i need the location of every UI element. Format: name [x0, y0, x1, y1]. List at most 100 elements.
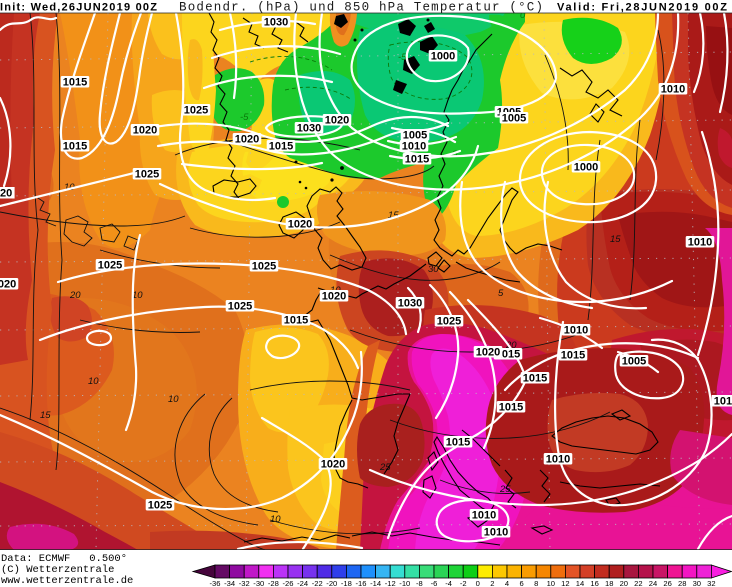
- svg-text:22: 22: [634, 579, 642, 587]
- svg-text:-32: -32: [239, 579, 250, 587]
- svg-text:1010: 1010: [714, 396, 732, 408]
- svg-text:1020: 1020: [235, 134, 259, 146]
- svg-text:30: 30: [428, 264, 439, 275]
- svg-text:1015: 1015: [523, 373, 547, 385]
- svg-text:10: 10: [132, 290, 143, 301]
- svg-text:18: 18: [605, 579, 613, 587]
- svg-text:1030: 1030: [264, 17, 288, 29]
- svg-text:0: 0: [520, 10, 526, 21]
- svg-text:1020: 1020: [288, 219, 312, 231]
- svg-text:1015: 1015: [405, 154, 429, 166]
- svg-text:-5: -5: [240, 112, 249, 123]
- svg-text:1025: 1025: [252, 261, 276, 273]
- svg-text:10: 10: [547, 579, 555, 587]
- svg-text:25: 25: [379, 462, 391, 473]
- svg-text:-26: -26: [283, 579, 294, 587]
- svg-text:-6: -6: [431, 579, 438, 587]
- svg-text:24: 24: [649, 579, 657, 587]
- svg-text:-10: -10: [399, 579, 410, 587]
- svg-text:1010: 1010: [484, 527, 508, 539]
- svg-text:28: 28: [678, 579, 686, 587]
- svg-text:1000: 1000: [431, 51, 455, 63]
- svg-text:1015: 1015: [269, 141, 293, 153]
- svg-text:-30: -30: [253, 579, 264, 587]
- svg-text:30: 30: [693, 579, 701, 587]
- svg-text:1020: 1020: [133, 125, 157, 137]
- svg-text:Bodendr. (hPa) und 850 hPa Tem: Bodendr. (hPa) und 850 hPa Temperatur (°…: [179, 1, 543, 15]
- svg-text:1010: 1010: [564, 325, 588, 337]
- svg-text:15: 15: [388, 210, 399, 221]
- svg-text:1025: 1025: [228, 301, 252, 313]
- svg-text:Data: ECMWF 0.500°: Data: ECMWF 0.500°: [1, 553, 127, 565]
- svg-text:1025: 1025: [148, 500, 172, 512]
- svg-text:32: 32: [707, 579, 715, 587]
- svg-text:-18: -18: [341, 579, 352, 587]
- svg-text:1030: 1030: [297, 123, 321, 135]
- svg-text:1015: 1015: [63, 77, 87, 89]
- svg-text:1025: 1025: [184, 105, 208, 117]
- svg-text:10: 10: [88, 376, 99, 387]
- svg-text:-34: -34: [224, 579, 235, 587]
- svg-text:1015: 1015: [63, 141, 87, 153]
- svg-text:(C) Wetterzentrale: (C) Wetterzentrale: [1, 564, 114, 576]
- svg-text:1020: 1020: [321, 459, 345, 471]
- svg-text:15: 15: [40, 410, 51, 421]
- svg-text:15: 15: [610, 234, 621, 245]
- svg-text:14: 14: [576, 579, 584, 587]
- svg-text:Init: Wed,26JUN2019 00Z: Init: Wed,26JUN2019 00Z: [0, 2, 157, 14]
- svg-text:12: 12: [561, 579, 569, 587]
- svg-text:1030: 1030: [398, 298, 422, 310]
- svg-text:-14: -14: [370, 579, 381, 587]
- svg-text:-22: -22: [312, 579, 323, 587]
- svg-text:1020: 1020: [0, 279, 16, 291]
- svg-text:1015: 1015: [446, 437, 470, 449]
- svg-text:-2: -2: [460, 579, 467, 587]
- svg-text:1005: 1005: [502, 113, 526, 125]
- svg-text:10: 10: [168, 394, 179, 405]
- svg-text:1015: 1015: [499, 402, 523, 414]
- svg-text:26: 26: [663, 579, 671, 587]
- svg-text:1005: 1005: [403, 130, 427, 142]
- svg-text:8: 8: [534, 579, 538, 587]
- svg-text:www.wetterzentrale.de: www.wetterzentrale.de: [1, 575, 133, 587]
- svg-text:1010: 1010: [402, 141, 426, 153]
- svg-text:1025: 1025: [98, 260, 122, 272]
- svg-text:1000: 1000: [574, 162, 598, 174]
- svg-text:10: 10: [270, 514, 281, 525]
- svg-text:-12: -12: [385, 579, 396, 587]
- svg-text:1010: 1010: [661, 84, 685, 96]
- svg-text:0: 0: [476, 579, 480, 587]
- svg-text:-36: -36: [210, 579, 221, 587]
- svg-text:1020: 1020: [325, 115, 349, 127]
- svg-text:Valid: Fri,28JUN2019 00Z: Valid: Fri,28JUN2019 00Z: [557, 2, 727, 14]
- svg-text:-28: -28: [268, 579, 279, 587]
- svg-text:2: 2: [490, 579, 494, 587]
- svg-text:-20: -20: [326, 579, 337, 587]
- svg-text:1010: 1010: [688, 237, 712, 249]
- svg-text:10: 10: [64, 182, 75, 193]
- svg-text:1015: 1015: [561, 350, 585, 362]
- svg-text:1015: 1015: [284, 315, 308, 327]
- svg-text:1020: 1020: [476, 347, 500, 359]
- svg-text:1020: 1020: [322, 291, 346, 303]
- svg-text:0: 0: [452, 149, 458, 160]
- svg-text:-4: -4: [445, 579, 452, 587]
- svg-text:16: 16: [590, 579, 598, 587]
- svg-text:5: 5: [498, 288, 504, 299]
- svg-text:-8: -8: [416, 579, 423, 587]
- svg-text:20: 20: [620, 579, 628, 587]
- svg-text:-16: -16: [356, 579, 367, 587]
- svg-text:25: 25: [499, 484, 511, 495]
- svg-text:1025: 1025: [135, 169, 159, 181]
- svg-text:1010: 1010: [546, 454, 570, 466]
- svg-text:-24: -24: [297, 579, 308, 587]
- svg-text:1005: 1005: [622, 356, 646, 368]
- svg-text:6: 6: [519, 579, 523, 587]
- svg-text:1025: 1025: [437, 316, 461, 328]
- svg-text:-5: -5: [398, 52, 407, 63]
- svg-text:1010: 1010: [472, 510, 496, 522]
- svg-text:20: 20: [505, 340, 517, 351]
- svg-text:1020: 1020: [0, 188, 12, 200]
- svg-text:20: 20: [69, 290, 81, 301]
- svg-text:4: 4: [505, 579, 509, 587]
